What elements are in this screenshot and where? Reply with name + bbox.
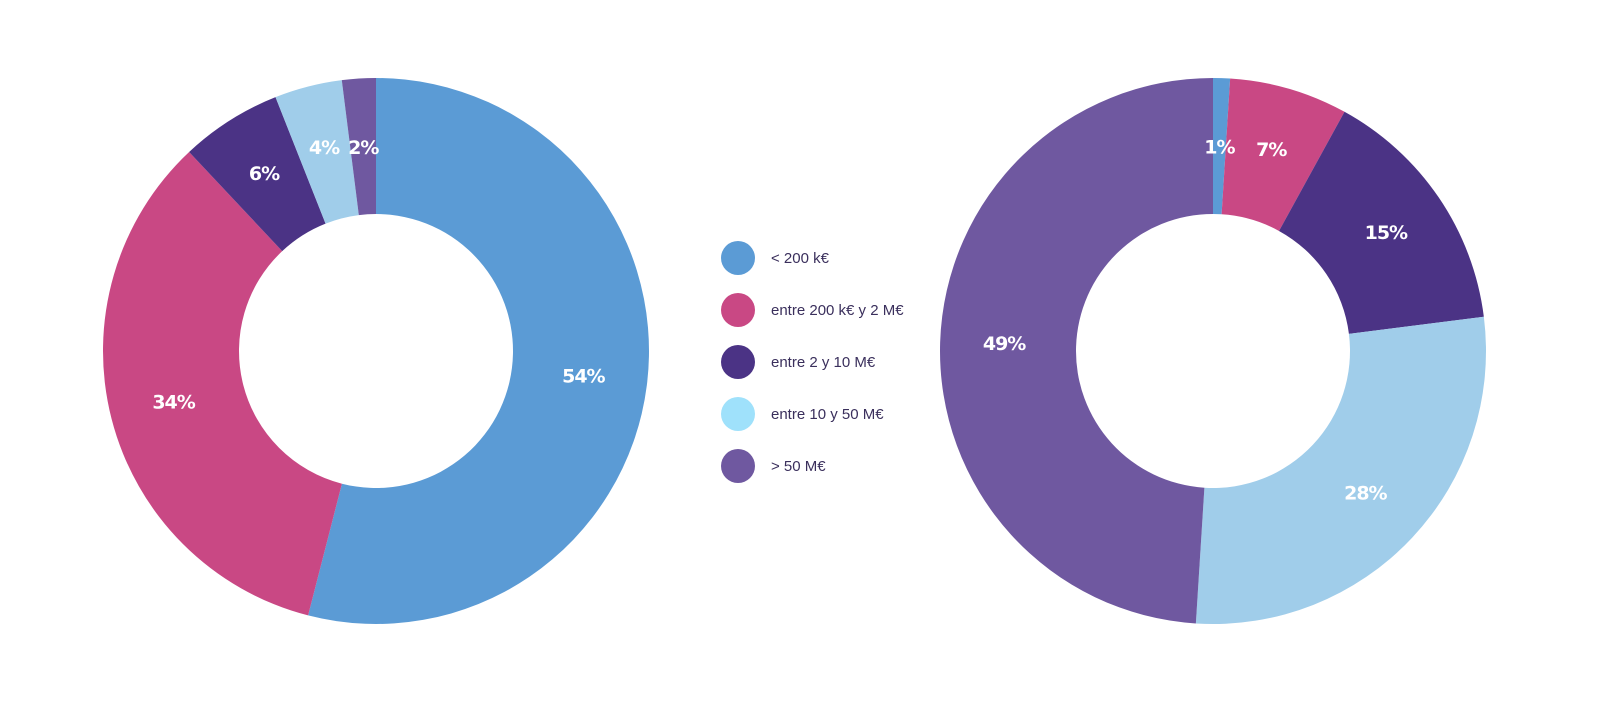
left-slice-2 [189, 97, 326, 252]
right-slice-label-1: 7% [1256, 139, 1287, 161]
right-slice-4 [940, 78, 1213, 624]
left-slice-3 [275, 80, 359, 224]
legend-swatch-3 [721, 397, 755, 431]
right-slice-label-3: 28% [1344, 483, 1387, 505]
legend-label-4: > 50 M€ [771, 458, 826, 475]
left-slice-label-2: 6% [249, 163, 280, 185]
left-slice-1 [102, 151, 342, 616]
left-slice-label-0: 54% [562, 366, 605, 388]
left-slice-4 [341, 78, 376, 216]
right-slice-3 [1195, 316, 1486, 624]
donut-chart-right: 1% 7% 15% 28% 49% [940, 78, 1486, 624]
right-slice-label-4: 49% [983, 333, 1026, 355]
right-slice-0 [1213, 78, 1231, 215]
legend-swatch-4 [721, 449, 755, 483]
right-slice-1 [1221, 78, 1345, 231]
legend-label-3: entre 10 y 50 M€ [771, 406, 884, 423]
left-slice-label-3: 4% [309, 137, 340, 159]
legend-label-1: entre 200 k€ y 2 M€ [771, 302, 904, 319]
legend-label-0: < 200 k€ [771, 250, 830, 267]
legend: < 200 k€ entre 200 k€ y 2 M€ entre 2 y 10 … [721, 241, 904, 483]
right-slice-2 [1279, 111, 1484, 334]
legend-swatch-0 [721, 241, 755, 275]
donut-chart-left: 54% 34% 6% 4% 2% [102, 78, 649, 624]
legend-label-2: entre 2 y 10 M€ [771, 354, 876, 371]
left-slice-label-4: 2% [348, 137, 379, 159]
left-slice-0 [308, 78, 649, 624]
legend-swatch-1 [721, 293, 755, 327]
legend-swatch-2 [721, 345, 755, 379]
right-slice-label-0: 1% [1204, 137, 1235, 159]
left-slice-label-1: 34% [152, 391, 195, 413]
right-slice-label-2: 15% [1365, 222, 1408, 244]
